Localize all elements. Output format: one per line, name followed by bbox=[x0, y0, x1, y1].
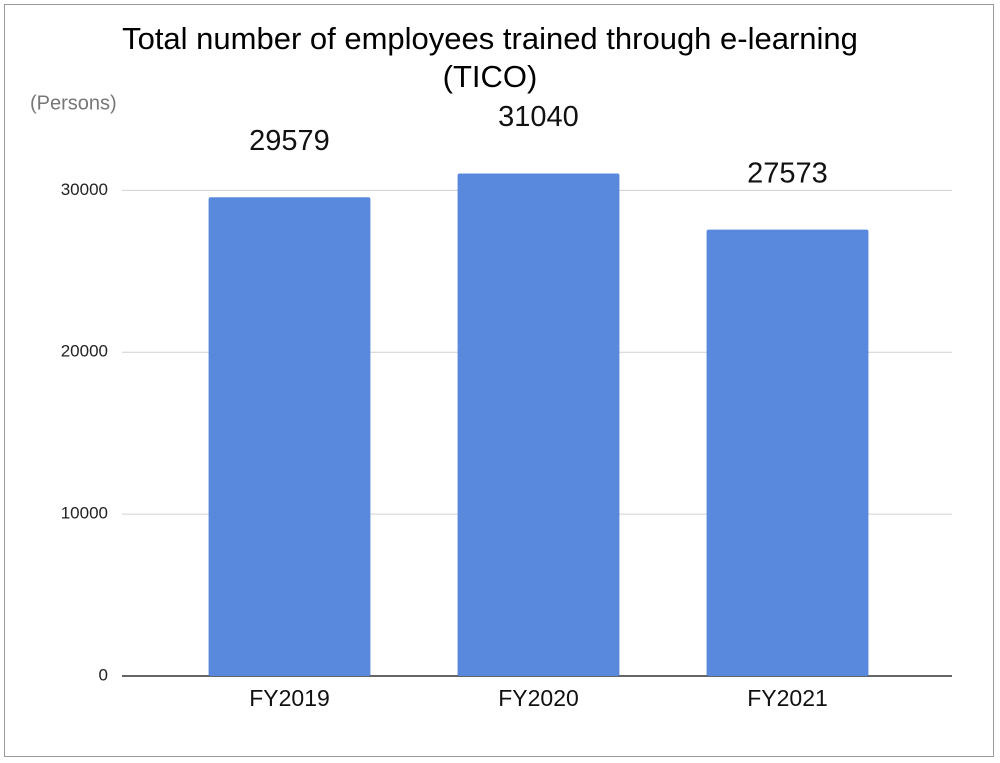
bar bbox=[457, 173, 620, 677]
x-tick-label: FY2020 bbox=[498, 685, 579, 711]
y-tick-label: 10000 bbox=[61, 504, 108, 523]
data-label: 29579 bbox=[249, 125, 330, 157]
bar bbox=[208, 197, 371, 676]
y-tick-label: 20000 bbox=[61, 342, 108, 361]
bar bbox=[706, 229, 869, 677]
y-tick-label: 0 bbox=[99, 665, 108, 684]
x-tick-label: FY2021 bbox=[747, 685, 828, 711]
data-label: 27573 bbox=[747, 157, 828, 189]
x-tick-label: FY2019 bbox=[249, 685, 330, 711]
data-label: 31040 bbox=[498, 101, 579, 133]
y-tick-label: 30000 bbox=[61, 180, 108, 199]
chart-title: Total number of employees trained throug… bbox=[122, 21, 858, 94]
frame bbox=[4, 4, 994, 757]
y-axis-unit: (Persons) bbox=[30, 92, 117, 114]
